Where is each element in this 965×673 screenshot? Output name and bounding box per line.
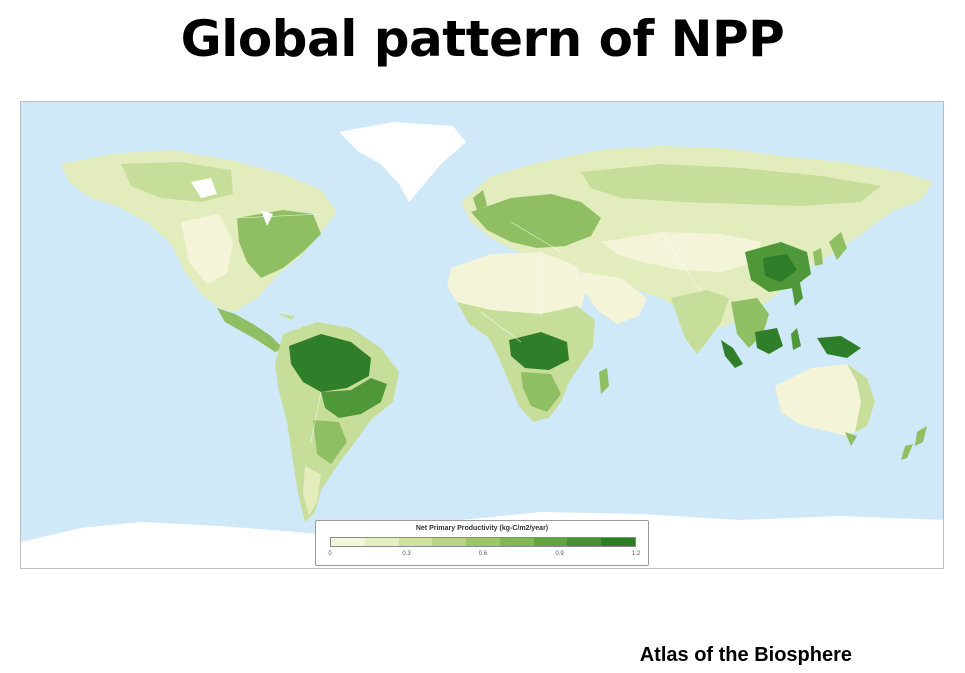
legend-tick-label: 0.3 [402,551,411,557]
legend-swatch [364,538,399,546]
country-borders [236,213,702,443]
legend-swatch [499,538,534,546]
legend-swatch [567,538,602,546]
npp-world-map [20,101,944,569]
legend-tick-label: 0.6 [478,551,488,557]
legend-swatch [466,538,500,546]
eurasia [461,146,933,354]
legend-color-bar [330,537,636,547]
legend-swatch [398,538,433,546]
legend-swatch [331,538,365,546]
legend-swatch [601,538,636,546]
legend-tick-label: 0.9 [555,551,564,557]
north-america [61,150,337,352]
legend-swatch [533,538,568,546]
map-canvas [21,102,943,568]
legend-title: Net Primary Productivity (kg-C/m2/year) [415,525,549,532]
legend-ticks: 0 0.3 0.6 0.9 1.2 [328,551,640,561]
legend-tick-label: 1.2 [631,551,641,557]
legend-swatch [432,538,467,546]
greenland [339,122,466,202]
slide-title: Global pattern of NPP [180,10,785,68]
source-credit: Atlas of the Biosphere [639,644,852,666]
africa [447,252,609,422]
south-america [275,322,399,522]
legend-tick-label: 0 [328,551,332,557]
map-legend: Net Primary Productivity (kg-C/m2/year) … [315,520,649,566]
arabia [581,272,647,324]
maritime-southeast-asia [721,278,861,368]
australia [775,364,927,460]
